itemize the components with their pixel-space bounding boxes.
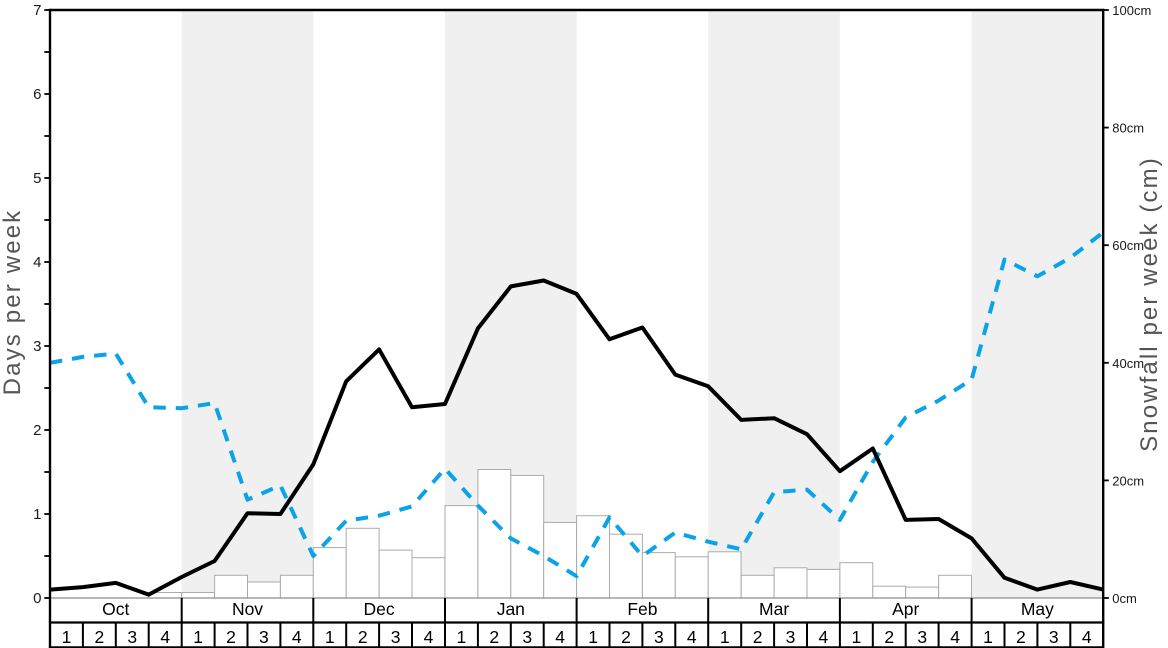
svg-text:2: 2: [753, 627, 763, 647]
svg-text:3: 3: [917, 627, 927, 647]
svg-text:3: 3: [127, 627, 137, 647]
svg-text:Snowfall per week (cm): Snowfall per week (cm): [1136, 156, 1163, 452]
svg-text:Jan: Jan: [497, 599, 525, 619]
svg-text:May: May: [1021, 599, 1054, 619]
svg-text:1: 1: [720, 627, 730, 647]
svg-text:1: 1: [62, 627, 72, 647]
svg-text:20cm: 20cm: [1112, 473, 1144, 488]
svg-text:Apr: Apr: [892, 599, 919, 619]
svg-text:3: 3: [259, 627, 269, 647]
svg-text:4: 4: [950, 627, 960, 647]
svg-text:2: 2: [95, 627, 105, 647]
svg-text:4: 4: [292, 627, 302, 647]
svg-text:40cm: 40cm: [1112, 356, 1144, 371]
svg-text:80cm: 80cm: [1112, 121, 1144, 136]
svg-text:3: 3: [391, 627, 401, 647]
svg-text:0: 0: [33, 590, 41, 607]
svg-text:3: 3: [33, 338, 41, 355]
svg-text:4: 4: [819, 627, 829, 647]
svg-text:2: 2: [621, 627, 631, 647]
svg-text:3: 3: [786, 627, 796, 647]
svg-text:4: 4: [160, 627, 170, 647]
svg-text:100cm: 100cm: [1112, 3, 1151, 18]
svg-text:4: 4: [555, 627, 565, 647]
svg-text:3: 3: [1049, 627, 1059, 647]
svg-text:4: 4: [687, 627, 697, 647]
svg-text:7: 7: [33, 2, 41, 19]
svg-text:Mar: Mar: [759, 599, 789, 619]
svg-text:Oct: Oct: [102, 599, 129, 619]
svg-text:5: 5: [33, 170, 41, 187]
svg-text:3: 3: [522, 627, 532, 647]
svg-text:1: 1: [983, 627, 993, 647]
svg-text:1: 1: [588, 627, 598, 647]
svg-text:Days per week: Days per week: [0, 209, 26, 396]
svg-text:1: 1: [852, 627, 862, 647]
svg-text:1: 1: [457, 627, 467, 647]
svg-text:2: 2: [358, 627, 368, 647]
svg-text:60cm: 60cm: [1112, 238, 1144, 253]
svg-text:1: 1: [325, 627, 335, 647]
svg-text:6: 6: [33, 86, 41, 103]
svg-text:2: 2: [1016, 627, 1026, 647]
svg-text:4: 4: [33, 254, 41, 271]
svg-text:2: 2: [33, 422, 41, 439]
svg-text:1: 1: [33, 506, 41, 523]
svg-text:4: 4: [1082, 627, 1092, 647]
svg-text:2: 2: [226, 627, 236, 647]
svg-text:0cm: 0cm: [1112, 591, 1137, 606]
svg-text:1: 1: [193, 627, 203, 647]
svg-text:Feb: Feb: [627, 599, 657, 619]
svg-text:2: 2: [489, 627, 499, 647]
svg-text:Nov: Nov: [232, 599, 263, 619]
svg-text:Dec: Dec: [364, 599, 395, 619]
svg-text:2: 2: [884, 627, 894, 647]
svg-text:4: 4: [424, 627, 434, 647]
svg-text:3: 3: [654, 627, 664, 647]
